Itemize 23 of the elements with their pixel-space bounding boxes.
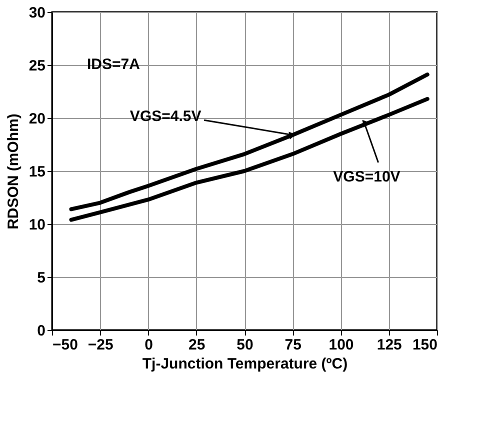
x-tick-label: 75 (284, 336, 302, 354)
x-tick-label: 100 (328, 336, 354, 354)
y-tick-label: 30 (28, 4, 46, 22)
line-series (69, 96, 430, 222)
y-tick-label: 5 (37, 270, 46, 286)
y-tick-label: 15 (28, 164, 46, 180)
y-tick-label: 20 (28, 110, 46, 128)
series-label: VGS=10V (333, 168, 400, 186)
y-tick-label: 25 (28, 58, 46, 74)
text: VGS=4.5V (130, 108, 202, 125)
x-tick-label: 0 (144, 336, 153, 354)
x-tick-label: 50 (236, 336, 254, 354)
x-tick-label: 125 (376, 336, 402, 354)
y-tick-label: 10 (28, 216, 46, 234)
x-tick-label: 150 (412, 336, 438, 354)
x-tick-label: −25 (88, 336, 114, 354)
x-axis-title: Tj-Junction Temperature (ºC) (142, 356, 348, 372)
x-tick-label: −50 (52, 336, 78, 354)
x-tick-label: 25 (188, 336, 206, 354)
y-axis-title: RDSON (mOhm) (4, 114, 22, 230)
y-tick-label: 0 (37, 322, 46, 340)
annotation: IDS=7A (87, 56, 140, 73)
line-series (69, 72, 430, 212)
